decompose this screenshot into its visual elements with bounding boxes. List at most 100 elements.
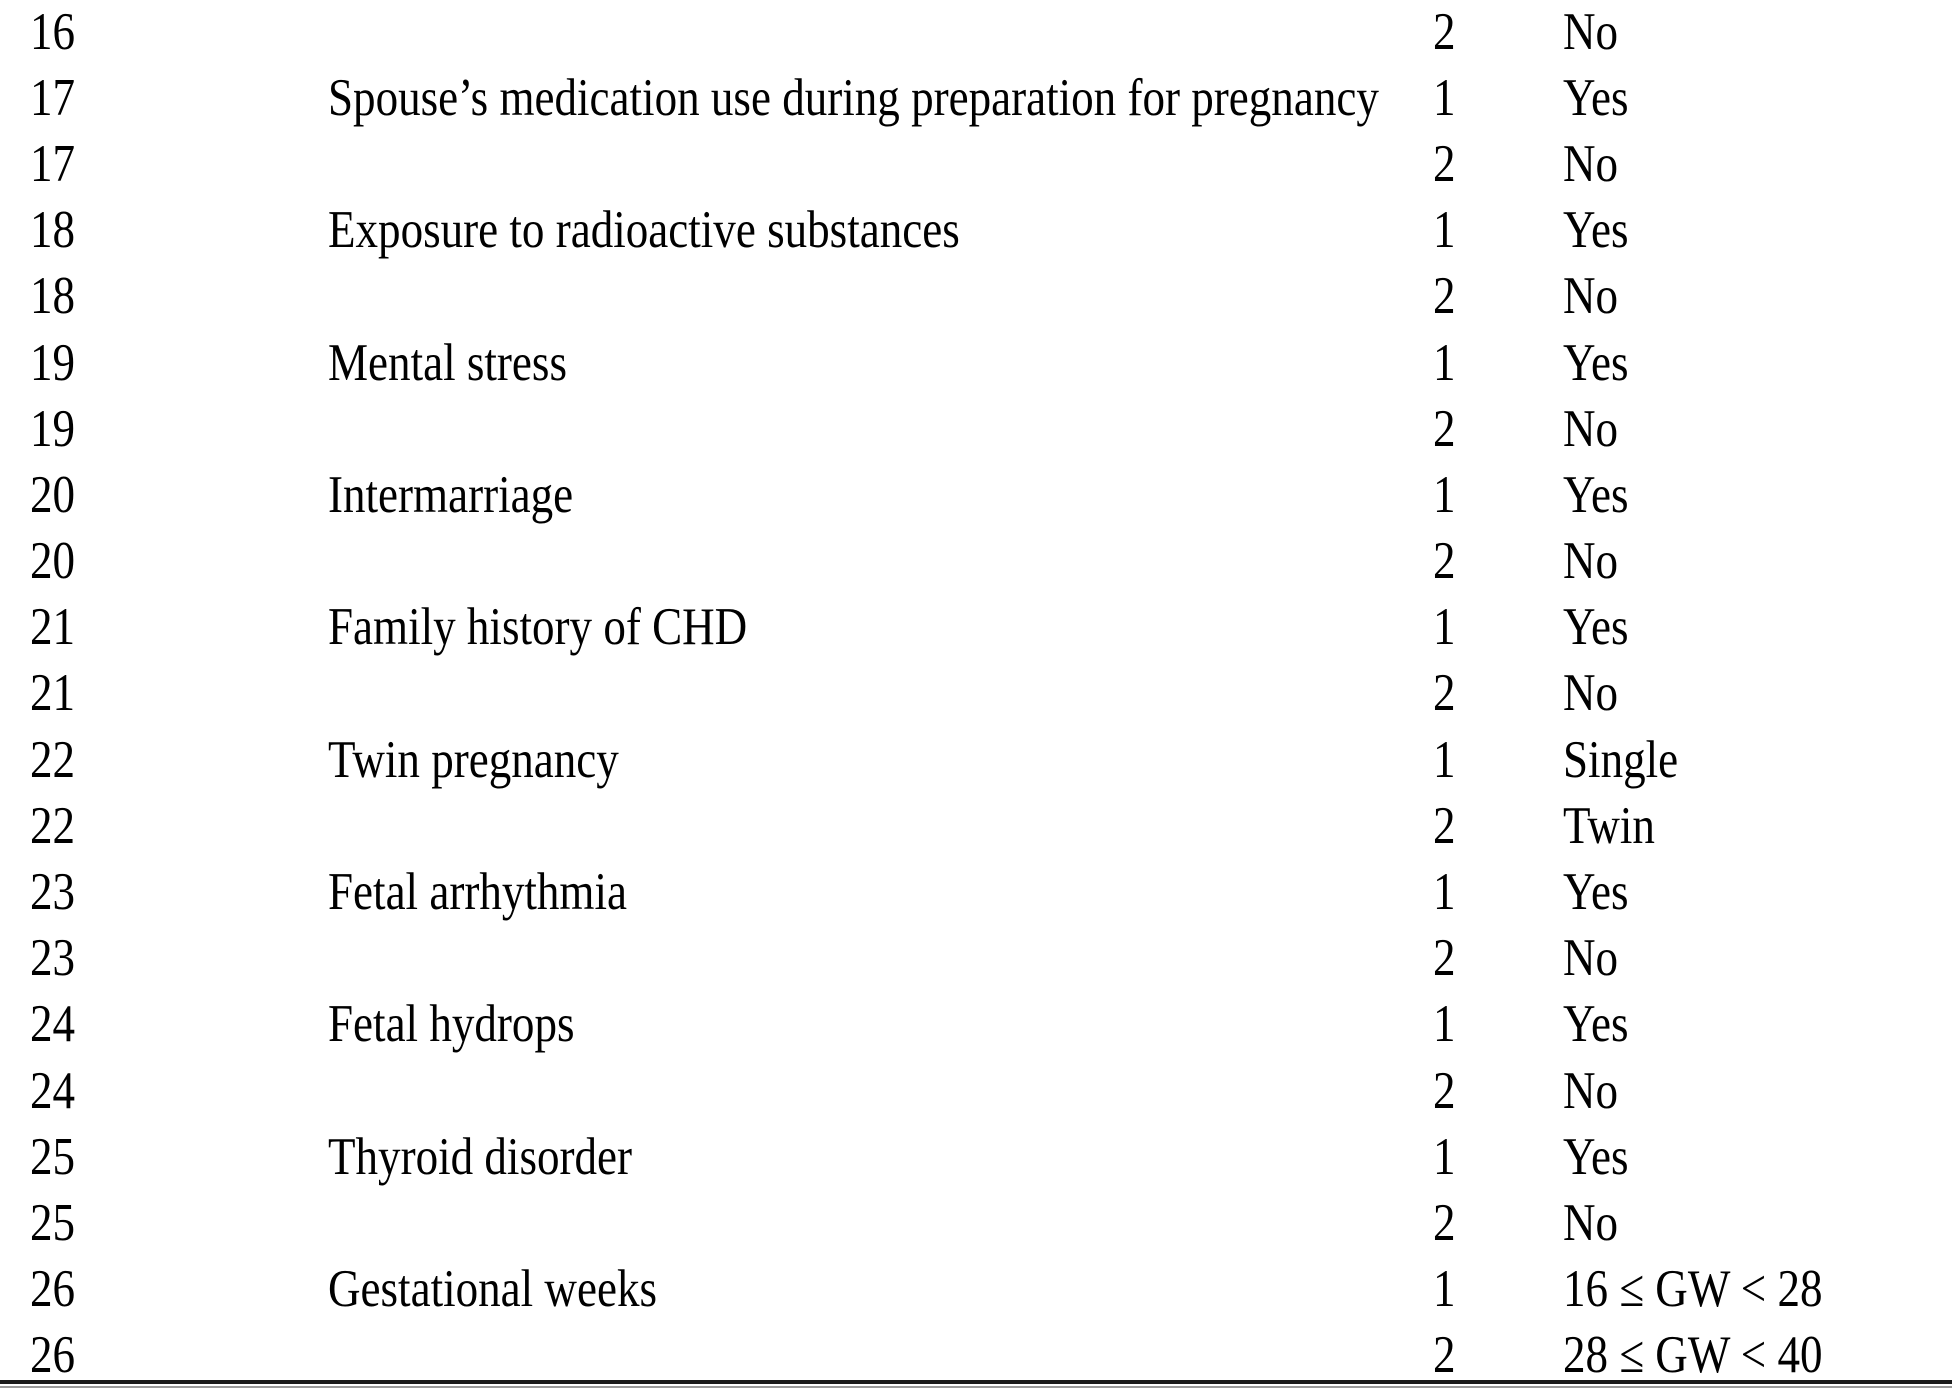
value-label-cell: Yes (1563, 204, 1952, 257)
table-bottom-rule (0, 1380, 1952, 1384)
row-number-cell-text: 23 (30, 863, 76, 922)
row-number-cell: 18 (0, 204, 328, 257)
row-number-cell: 26 (0, 1329, 328, 1382)
value-code-cell: 2 (1433, 932, 1563, 985)
value-code-cell-text: 1 (1433, 68, 1456, 127)
value-label-cell: Yes (1563, 1127, 1952, 1186)
value-label-cell-text: No (1563, 2, 1619, 61)
row-number-cell: 23 (0, 866, 328, 919)
value-label-cell-text: Yes (1563, 333, 1629, 392)
table-row: 17 Spouse’s medication use during prepara… (0, 65, 1952, 131)
variable-name-cell (328, 932, 1433, 985)
value-label-cell-text: No (1563, 929, 1619, 988)
variable-name-cell (328, 270, 1433, 323)
variable-name-cell: Intermarriage (328, 468, 1433, 522)
value-code-cell-text: 2 (1433, 796, 1456, 855)
table-row: 25 2 No (0, 1190, 1952, 1256)
row-number-cell: 24 (0, 998, 328, 1051)
value-code-cell-text: 2 (1433, 134, 1456, 193)
value-code-cell: 2 (1433, 667, 1563, 720)
row-number-cell-text: 18 (30, 267, 76, 326)
table-row: 26 Gestational weeks 1 16 ≤ GW < 28 (0, 1257, 1952, 1323)
value-label-cell-text: Yes (1563, 68, 1629, 127)
variable-name-cell-text: Gestational weeks (328, 1260, 658, 1319)
table-row: 19 2 No (0, 396, 1952, 462)
value-label-cell-text: Twin (1563, 796, 1655, 855)
variable-name-cell-text: Twin pregnancy (328, 730, 619, 789)
row-number-cell-text: 17 (30, 134, 76, 193)
value-code-cell: 1 (1433, 204, 1563, 257)
value-label-cell: Yes (1563, 333, 1952, 392)
value-label-cell-text: Single (1563, 730, 1679, 789)
row-number-cell: 25 (0, 1127, 328, 1186)
value-label-cell-text: No (1563, 399, 1619, 458)
value-label-cell-text: Yes (1563, 863, 1629, 922)
value-label-cell: Yes (1563, 68, 1952, 127)
row-number-cell: 17 (0, 134, 328, 193)
value-label-cell-text: 16 ≤ GW < 28 (1563, 1260, 1823, 1319)
value-code-cell-text: 1 (1433, 201, 1456, 260)
value-label-cell-text: 28 ≤ GW < 40 (1563, 1326, 1823, 1385)
variable-name-cell-text: Exposure to radioactive substances (328, 201, 960, 260)
table-row: 18 2 No (0, 264, 1952, 330)
variable-name-cell (328, 1197, 1433, 1250)
value-label-cell: Yes (1563, 465, 1952, 524)
value-code-cell: 1 (1433, 601, 1563, 654)
value-label-cell-text: Yes (1563, 201, 1629, 260)
value-code-cell: 1 (1433, 68, 1563, 127)
row-number-cell: 20 (0, 468, 328, 522)
variable-name-cell: Twin pregnancy (328, 730, 1433, 789)
value-label-cell: 28 ≤ GW < 40 (1563, 1329, 1952, 1382)
value-label-cell: Yes (1563, 998, 1952, 1051)
value-code-cell: 2 (1433, 134, 1563, 193)
row-number-cell: 18 (0, 270, 328, 323)
table-row: 19 Mental stress 1 Yes (0, 330, 1952, 396)
value-label-cell-text: Yes (1563, 465, 1629, 524)
value-code-cell-text: 2 (1433, 1061, 1456, 1120)
row-number-cell-text: 16 (30, 2, 76, 61)
table-row: 21 2 No (0, 661, 1952, 727)
variable-name-cell (328, 800, 1433, 853)
value-label-cell: No (1563, 137, 1952, 191)
table-row: 17 2 No (0, 131, 1952, 197)
row-number-cell-text: 19 (30, 333, 76, 392)
row-number-cell: 19 (0, 333, 328, 392)
row-number-cell-text: 26 (30, 1260, 76, 1319)
row-number-cell-text: 25 (30, 1127, 76, 1186)
value-code-cell-text: 1 (1433, 995, 1456, 1054)
row-number-cell-text: 22 (30, 796, 76, 855)
value-label-cell: No (1563, 535, 1952, 588)
row-number-cell: 22 (0, 796, 328, 855)
variable-name-cell: Thyroid disorder (328, 1127, 1433, 1186)
value-label-cell: No (1563, 667, 1952, 720)
table-bottom-rule-shadow (0, 1386, 1952, 1388)
variable-name-cell (328, 6, 1433, 59)
table-row: 18 Exposure to radioactive substances 1 Yes (0, 198, 1952, 264)
value-code-cell: 2 (1433, 5, 1563, 59)
variable-name-cell (328, 535, 1433, 588)
value-label-cell: No (1563, 932, 1952, 985)
table-row: 25 Thyroid disorder 1 Yes (0, 1124, 1952, 1190)
row-number-cell-text: 25 (30, 1193, 76, 1252)
table-row: 24 Fetal hydrops 1 Yes (0, 992, 1952, 1058)
row-number-cell: 22 (0, 733, 328, 787)
value-code-cell-text: 1 (1433, 465, 1456, 524)
value-code-cell-text: 1 (1433, 1127, 1456, 1186)
row-number-cell-text: 26 (30, 1326, 76, 1385)
value-label-cell-text: No (1563, 1193, 1619, 1252)
variable-name-cell-text: Spouse’s medication use during preparati… (328, 68, 1379, 127)
table-row: 26 2 28 ≤ GW < 40 (0, 1323, 1952, 1389)
row-number-cell-text: 18 (30, 201, 76, 260)
row-number-cell-text: 20 (30, 532, 76, 591)
value-label-cell-text: Yes (1563, 1127, 1629, 1186)
row-number-cell-text: 23 (30, 929, 76, 988)
value-code-cell-text: 2 (1433, 1193, 1456, 1252)
row-number-cell: 19 (0, 402, 328, 456)
value-code-cell-text: 2 (1433, 399, 1456, 458)
value-code-cell-text: 2 (1433, 267, 1456, 326)
variable-name-cell-text: Thyroid disorder (328, 1127, 633, 1186)
value-label-cell: Yes (1563, 866, 1952, 919)
value-code-cell-text: 1 (1433, 598, 1456, 657)
